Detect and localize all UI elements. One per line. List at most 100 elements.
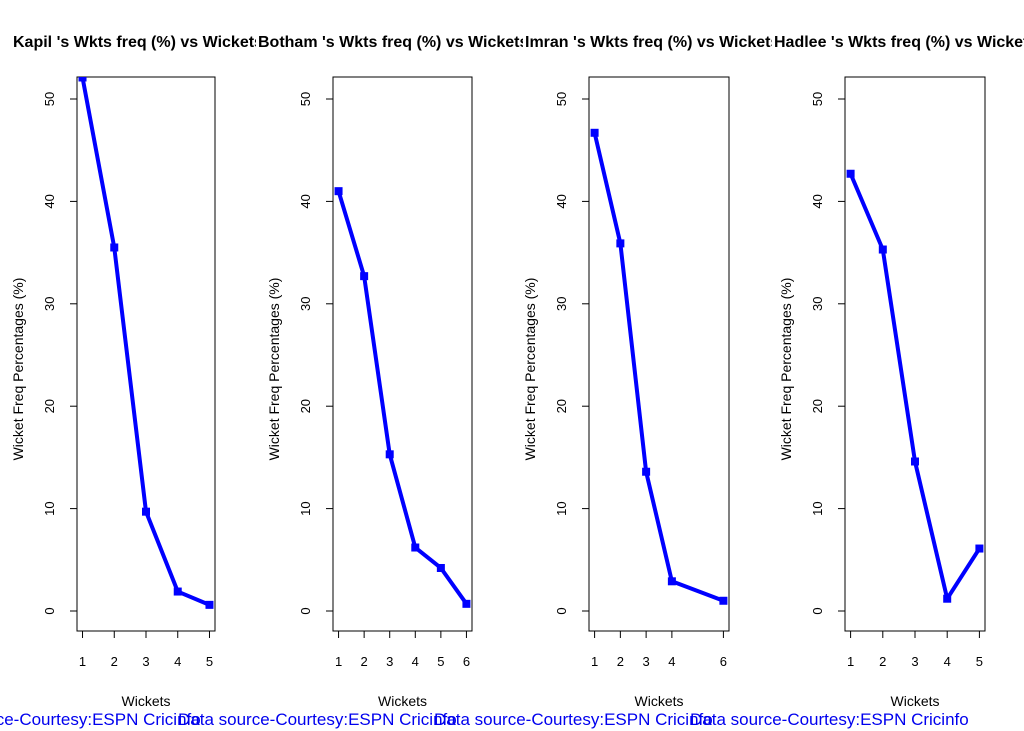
data-point bbox=[110, 243, 119, 252]
y-tick-label: 50 bbox=[554, 92, 569, 106]
series-group bbox=[846, 169, 984, 603]
plot-frame bbox=[844, 76, 986, 632]
data-point bbox=[78, 77, 87, 82]
y-tick-label: 30 bbox=[298, 297, 313, 311]
y-axis-label: Wicket Freq Percentages (%) bbox=[522, 278, 538, 461]
series-line bbox=[848, 172, 982, 601]
x-tick-label: 4 bbox=[412, 654, 419, 669]
data-point bbox=[334, 187, 343, 196]
x-tick-label: 6 bbox=[720, 654, 727, 669]
source-credit: Data source-Courtesy:ESPN Cricinfo bbox=[690, 710, 969, 729]
y-axis-label: Wicket Freq Percentages (%) bbox=[266, 278, 282, 461]
y-tick-label: 10 bbox=[42, 501, 57, 515]
chart-title: Botham 's Wkts freq (%) vs Wickets bbox=[258, 34, 528, 51]
panel-1: Kapil 's Wkts freq (%) vs Wickets 0 10 20 30… bbox=[0, 28, 271, 729]
title-backdrop bbox=[256, 28, 516, 54]
x-tick-label: 6 bbox=[463, 654, 470, 669]
data-point bbox=[360, 272, 369, 281]
data-point bbox=[616, 239, 625, 248]
x-tick-label: 2 bbox=[361, 654, 368, 669]
x-tick-label: 1 bbox=[847, 654, 854, 669]
source-credit: Data source-Courtesy:ESPN Cricinfo bbox=[0, 710, 201, 729]
series-group bbox=[334, 187, 471, 608]
data-point bbox=[436, 563, 445, 572]
x-tick-label: 3 bbox=[142, 654, 149, 669]
y-tick-label: 10 bbox=[298, 501, 313, 515]
y-tick-label: 20 bbox=[810, 399, 825, 413]
series-line bbox=[592, 132, 725, 603]
data-point bbox=[911, 457, 919, 466]
series-line bbox=[336, 190, 469, 605]
y-tick-label: 10 bbox=[810, 501, 825, 515]
y-tick-label: 20 bbox=[554, 399, 569, 413]
x-tick-label: 5 bbox=[437, 654, 444, 669]
x-tick-label: 3 bbox=[386, 654, 393, 669]
data-point bbox=[667, 577, 676, 586]
chart-title: Imran 's Wkts freq (%) vs Wickets bbox=[525, 34, 780, 51]
panel-3: Imran 's Wkts freq (%) vs Wickets 0 10 20 30… bbox=[434, 28, 783, 729]
y-tick-label: 50 bbox=[42, 92, 57, 106]
data-point bbox=[173, 587, 182, 596]
y-tick-label: 0 bbox=[554, 607, 569, 614]
y-tick-label: 10 bbox=[554, 501, 569, 515]
data-point bbox=[205, 600, 214, 609]
x-axis-label: Wickets bbox=[378, 693, 427, 709]
x-tick-label: 3 bbox=[643, 654, 650, 669]
y-tick-label: 40 bbox=[554, 194, 569, 208]
series-group bbox=[78, 77, 214, 609]
data-point bbox=[411, 543, 420, 552]
x-axis-label: Wickets bbox=[122, 693, 171, 709]
x-tick-label: 4 bbox=[174, 654, 181, 669]
data-point bbox=[385, 450, 394, 459]
x-tick-label: 4 bbox=[944, 654, 951, 669]
y-tick-label: 20 bbox=[42, 399, 57, 413]
data-point bbox=[719, 596, 728, 605]
plot-frame bbox=[588, 76, 730, 632]
data-point bbox=[590, 128, 599, 137]
plot-frame bbox=[332, 76, 473, 632]
title-backdrop bbox=[523, 28, 783, 54]
source-credit: Data source-Courtesy:ESPN Cricinfo bbox=[434, 710, 713, 729]
x-tick-label: 5 bbox=[976, 654, 983, 669]
x-tick-label: 2 bbox=[111, 654, 118, 669]
y-tick-label: 20 bbox=[298, 399, 313, 413]
series-group bbox=[590, 128, 728, 605]
x-tick-label: 5 bbox=[206, 654, 213, 669]
x-tick-label: 3 bbox=[911, 654, 918, 669]
y-tick-label: 0 bbox=[42, 607, 57, 614]
x-axis-label: Wickets bbox=[635, 693, 684, 709]
y-tick-label: 40 bbox=[298, 194, 313, 208]
title-backdrop bbox=[11, 28, 271, 54]
x-axis-label: Wickets bbox=[891, 693, 940, 709]
x-tick-label: 1 bbox=[79, 654, 86, 669]
x-tick-label: 2 bbox=[617, 654, 624, 669]
y-tick-label: 30 bbox=[810, 297, 825, 311]
source-credit: Data source-Courtesy:ESPN Cricinfo bbox=[178, 710, 457, 729]
data-point bbox=[462, 599, 471, 608]
data-point bbox=[142, 507, 150, 516]
y-tick-label: 40 bbox=[810, 194, 825, 208]
data-point bbox=[878, 245, 887, 254]
y-tick-label: 40 bbox=[42, 194, 57, 208]
y-axis-label: Wicket Freq Percentages (%) bbox=[778, 278, 794, 461]
data-point bbox=[846, 169, 855, 178]
series-line bbox=[80, 77, 211, 607]
x-tick-label: 1 bbox=[335, 654, 342, 669]
data-point bbox=[943, 594, 952, 603]
chart-title: Kapil 's Wkts freq (%) vs Wickets bbox=[13, 34, 263, 51]
x-tick-label: 1 bbox=[591, 654, 598, 669]
chart-title: Hadlee 's Wkts freq (%) vs Wickets bbox=[774, 34, 1024, 51]
y-tick-label: 0 bbox=[298, 607, 313, 614]
y-tick-label: 50 bbox=[810, 92, 825, 106]
title-backdrop bbox=[772, 28, 1024, 54]
panel-4: Hadlee 's Wkts freq (%) vs Wickets 0 10 20 3… bbox=[690, 28, 1024, 729]
y-tick-label: 0 bbox=[810, 607, 825, 614]
y-tick-label: 50 bbox=[298, 92, 313, 106]
y-axis-label: Wicket Freq Percentages (%) bbox=[10, 278, 26, 461]
y-tick-label: 30 bbox=[42, 297, 57, 311]
x-tick-label: 2 bbox=[879, 654, 886, 669]
data-point bbox=[975, 544, 984, 553]
panel-2: Botham 's Wkts freq (%) vs Wickets 0 10 20 3… bbox=[178, 28, 528, 729]
